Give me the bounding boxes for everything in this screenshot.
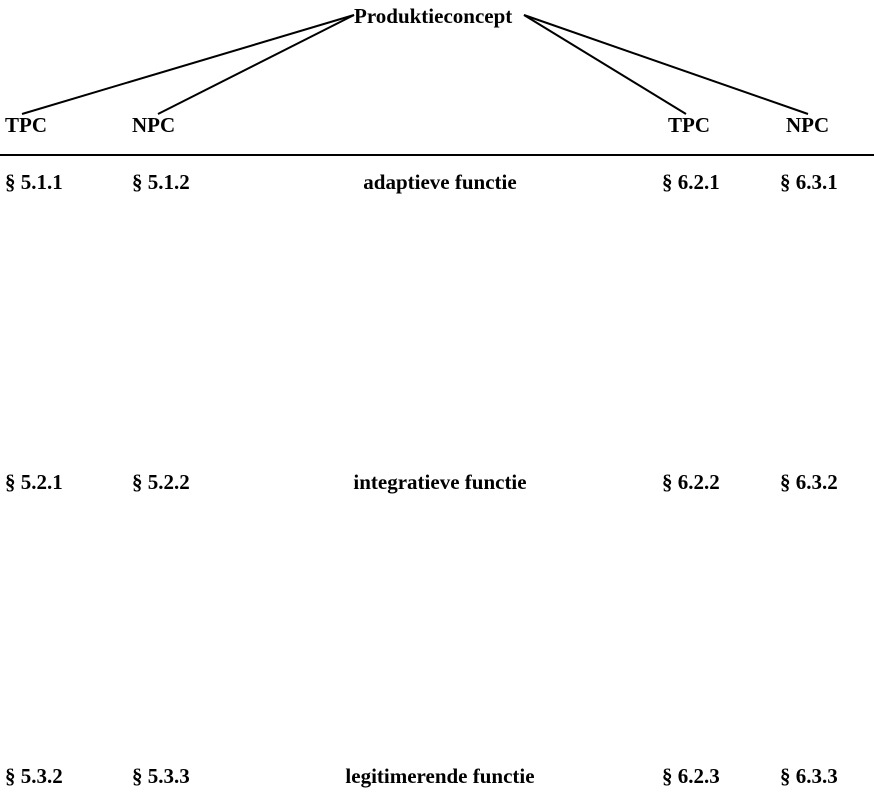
- npc-right-section: § 6.3.3: [780, 764, 838, 788]
- header-right-npc: NPC: [786, 113, 830, 137]
- npc-right-section: § 6.3.1: [780, 170, 838, 194]
- tpc-left-section: § 5.3.2: [5, 764, 63, 788]
- npc-left-section: § 5.2.2: [132, 470, 190, 494]
- root-node-label: Produktieconcept: [354, 4, 513, 28]
- connector-root-to-left-npc: [157, 14, 355, 115]
- tpc-right-section: § 6.2.3: [662, 764, 720, 788]
- tpc-left-section: § 5.2.1: [5, 470, 63, 494]
- connector-root-to-right-npc: [523, 14, 809, 115]
- npc-right-section: § 6.3.2: [780, 470, 838, 494]
- function-label: integratieve functie: [353, 470, 527, 494]
- header-left-npc: NPC: [132, 113, 176, 137]
- header-left-tpc: TPC: [5, 113, 47, 137]
- header-right-tpc: TPC: [668, 113, 710, 137]
- function-label: legitimerende functie: [345, 764, 535, 788]
- connector-root-to-left-tpc: [21, 14, 355, 115]
- tpc-right-section: § 6.2.2: [662, 470, 720, 494]
- npc-left-section: § 5.1.2: [132, 170, 190, 194]
- tpc-right-section: § 6.2.1: [662, 170, 720, 194]
- npc-left-section: § 5.3.3: [132, 764, 190, 788]
- tpc-left-section: § 5.1.1: [5, 170, 63, 194]
- connector-root-to-right-tpc: [523, 14, 687, 115]
- function-label: adaptieve functie: [363, 170, 517, 194]
